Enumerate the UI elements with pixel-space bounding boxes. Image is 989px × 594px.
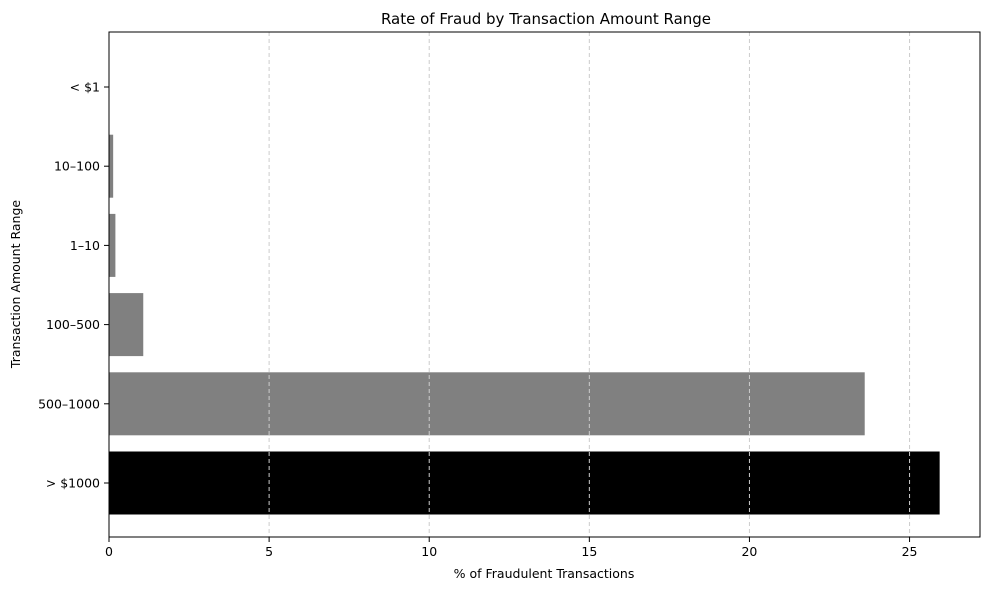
y-tick-label: 1–10 bbox=[70, 238, 100, 253]
bar bbox=[109, 451, 940, 515]
y-tick-label: 10–100 bbox=[54, 159, 100, 174]
bar bbox=[109, 372, 865, 436]
plot-frame bbox=[108, 31, 981, 538]
y-tick-label: 100–500 bbox=[46, 317, 100, 332]
y-tick-label: < $1 bbox=[70, 80, 100, 95]
y-tick-label: 500–1000 bbox=[38, 396, 100, 411]
bar bbox=[109, 293, 144, 357]
x-tick-label: 15 bbox=[581, 544, 597, 559]
chart-title: Rate of Fraud by Transaction Amount Rang… bbox=[381, 10, 711, 28]
x-tick-label: 20 bbox=[741, 544, 757, 559]
x-tick-label: 5 bbox=[265, 544, 273, 559]
bar bbox=[109, 134, 114, 198]
y-axis-label: Transaction Amount Range bbox=[8, 200, 23, 370]
x-tick-label: 25 bbox=[902, 544, 918, 559]
x-tick-label: 0 bbox=[105, 544, 113, 559]
y-axis-ticks: < $1 10–100 1–10 100–500 500–1000 > $1000 bbox=[38, 80, 109, 491]
bars bbox=[109, 134, 940, 515]
bar bbox=[109, 213, 116, 277]
x-tick-label: 10 bbox=[421, 544, 437, 559]
x-axis-label: % of Fraudulent Transactions bbox=[454, 566, 635, 581]
x-axis-ticks: 0 5 10 15 20 25 bbox=[105, 537, 918, 559]
y-tick-label: > $1000 bbox=[46, 476, 100, 491]
